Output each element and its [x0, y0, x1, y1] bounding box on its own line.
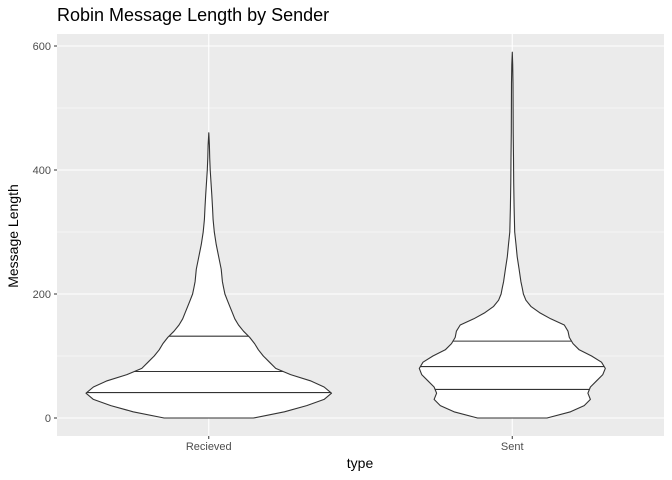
violins: [85, 51, 606, 419]
violin-sent: [418, 51, 606, 419]
violin-outline: [85, 132, 333, 419]
chart-title: Robin Message Length by Sender: [57, 5, 329, 25]
violin-recieved: [85, 132, 333, 419]
x-tick-label: Recieved: [186, 441, 232, 453]
y-axis-ticks: 0 200 400 600: [33, 41, 57, 425]
y-axis-title: Message Length: [5, 184, 21, 288]
violin-outline: [418, 51, 606, 419]
x-tick-label: Sent: [501, 441, 524, 453]
y-tick-label: 0: [45, 413, 51, 425]
x-axis-ticks: Recieved Sent: [186, 436, 524, 453]
y-tick-label: 400: [33, 165, 51, 177]
x-axis-title: type: [347, 455, 374, 471]
y-tick-label: 200: [33, 289, 51, 301]
y-tick-label: 600: [33, 41, 51, 53]
